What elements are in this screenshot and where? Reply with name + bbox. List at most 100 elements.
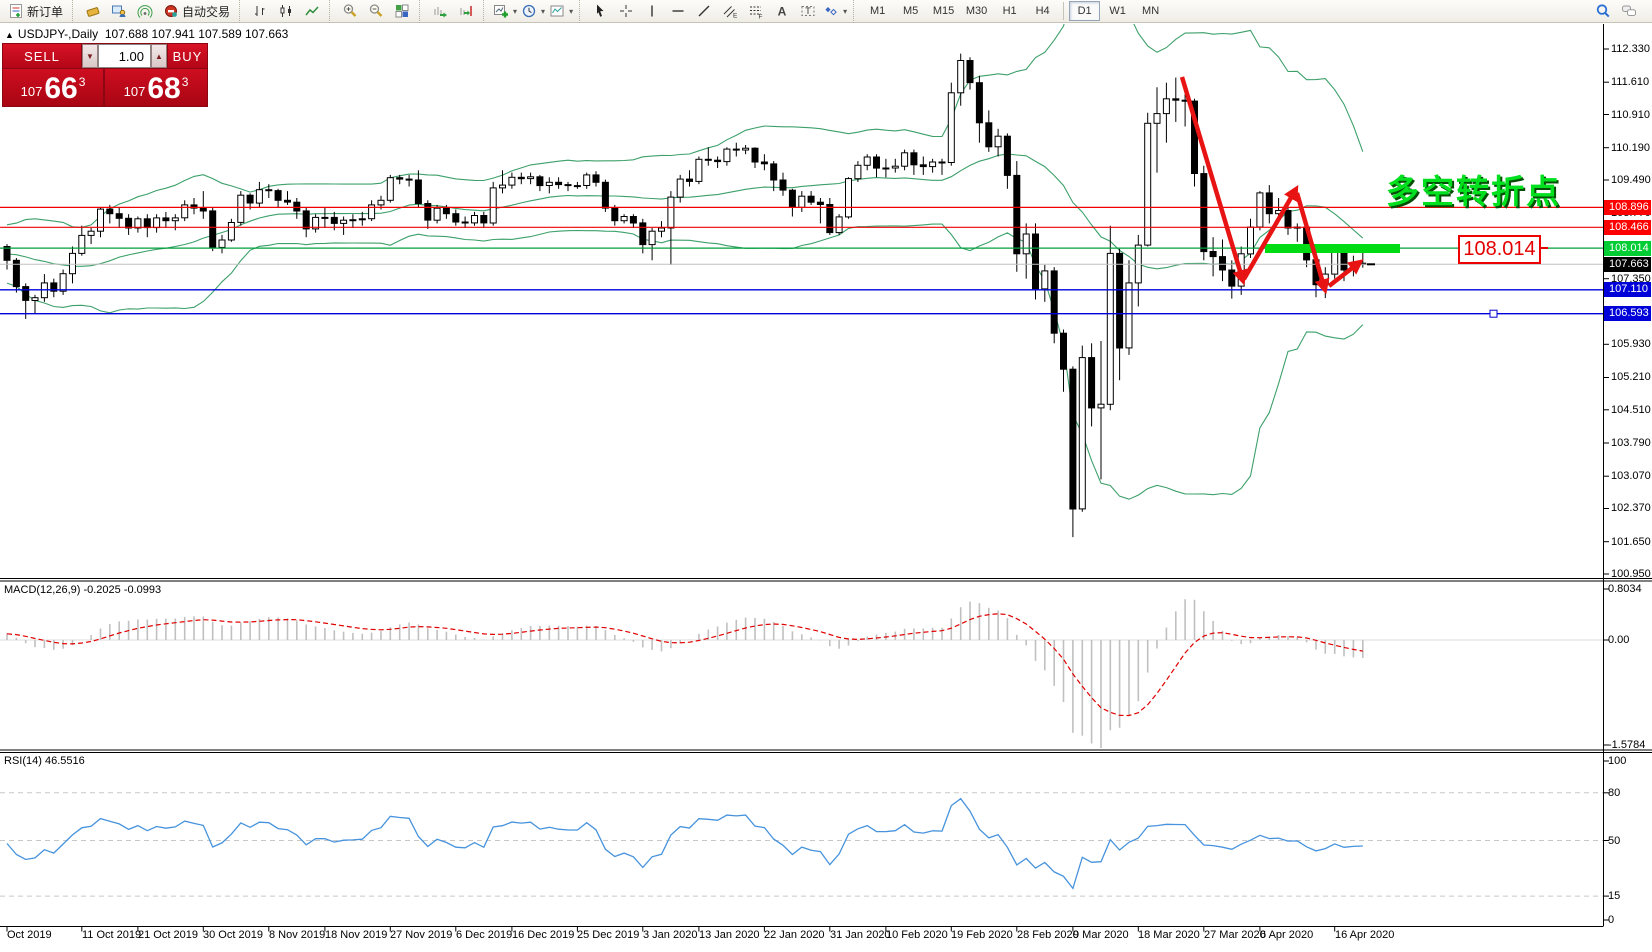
- price-label-box-last: 107.663: [1604, 257, 1651, 272]
- trendline-icon: [696, 3, 712, 19]
- date-tick: 19 Feb 2020: [951, 929, 1013, 941]
- rsi-line: [6, 797, 1363, 890]
- autotrade-button[interactable]: 自动交易: [158, 1, 235, 21]
- signal-icon[interactable]: [132, 1, 158, 21]
- date-tick: 30 Oct 2019: [203, 929, 263, 941]
- chart-shift-icon[interactable]: [453, 1, 479, 21]
- vertical-line-icon[interactable]: [639, 1, 665, 21]
- profile-charts-icon[interactable]: [80, 1, 106, 21]
- date-tick: 6 Apr 2020: [1260, 929, 1314, 941]
- bar-chart-icon: [252, 3, 268, 19]
- zoom-in-icon[interactable]: [337, 1, 363, 21]
- pane-borders: [0, 24, 1652, 927]
- sell-button[interactable]: SELL: [3, 44, 81, 68]
- line-chart-icon[interactable]: [299, 1, 325, 21]
- dropdown-arrow-icon[interactable]: ▾: [513, 6, 518, 16]
- fibonacci-icon[interactable]: F: [743, 1, 769, 21]
- sell-price[interactable]: 107 66 3: [3, 69, 103, 106]
- search-button[interactable]: [1590, 1, 1616, 21]
- support-zone-bar[interactable]: [1265, 244, 1400, 253]
- zoom-in-icon: [342, 3, 358, 19]
- line-handle: [1489, 309, 1498, 318]
- new-order-icon: [8, 3, 24, 19]
- price-label-box: 108.014: [1604, 241, 1651, 256]
- horizontal-price-lines[interactable]: [0, 206, 1603, 318]
- dropdown-arrow-icon[interactable]: ▾: [569, 6, 574, 16]
- rsi-axis-tick: 100: [1608, 755, 1627, 767]
- volume-decrease-button[interactable]: ▼: [82, 44, 98, 68]
- chat-button[interactable]: [1616, 1, 1642, 21]
- date-tick: 13 Jan 2020: [699, 929, 760, 941]
- date-tick: 8 Nov 2019: [269, 929, 326, 941]
- price-tick: 102.370: [1611, 502, 1651, 514]
- text-icon: A: [774, 3, 790, 19]
- date-tick: 27 Nov 2019: [390, 929, 453, 941]
- zoom-out-icon[interactable]: [363, 1, 389, 21]
- svg-text:T: T: [805, 6, 811, 16]
- timeframe-W1[interactable]: W1: [1109, 5, 1126, 17]
- candlestick-chart-icon[interactable]: [273, 1, 299, 21]
- axis-ticks: [6, 48, 1609, 932]
- macd-histogram: [6, 599, 1364, 748]
- panel-toggle-icon[interactable]: ▲: [5, 30, 14, 40]
- text-label-icon[interactable]: T: [795, 1, 821, 21]
- trendline-icon[interactable]: [691, 1, 717, 21]
- candlestick-chart-icon: [278, 3, 294, 19]
- timeframe-M1[interactable]: M1: [869, 5, 886, 17]
- timeframe-MN[interactable]: MN: [1142, 5, 1160, 17]
- bar-chart-icon[interactable]: [247, 1, 273, 21]
- market-watch-icon: [111, 3, 127, 19]
- tile-windows-icon[interactable]: [389, 1, 415, 21]
- dropdown-arrow-icon[interactable]: ▾: [541, 6, 546, 16]
- cursor-icon: [592, 3, 608, 19]
- date-tick: 16 Apr 2020: [1335, 929, 1395, 941]
- price-annotation-box[interactable]: 108.014: [1458, 235, 1541, 264]
- buy-price-figure: 107: [123, 84, 146, 99]
- timeframe-H4[interactable]: H4: [1035, 5, 1050, 17]
- toolbar-group: 新订单: [0, 0, 72, 23]
- price-tick: 105.210: [1611, 371, 1651, 383]
- timeframe-M30[interactable]: M30: [965, 5, 988, 17]
- market-watch-icon[interactable]: [106, 1, 132, 21]
- zoom-out-icon: [368, 3, 384, 19]
- timeframe-toolbar: M1 M5 M15 M30 H1 H4 D1 W1 MN: [853, 0, 1171, 23]
- toolbar-separator: [1063, 2, 1065, 20]
- cursor-icon[interactable]: [587, 1, 613, 21]
- date-tick: 25 Dec 2019: [577, 929, 640, 941]
- price-tick: 110.910: [1611, 109, 1650, 121]
- svg-text:A: A: [778, 5, 787, 19]
- channel-icon[interactable]: E: [717, 1, 743, 21]
- trend-arrows[interactable]: [1179, 76, 1364, 295]
- timeframe-M15[interactable]: M15: [932, 5, 955, 17]
- channel-icon: E: [722, 3, 738, 19]
- period-clock-icon[interactable]: ▾: [519, 1, 547, 21]
- crosshair-icon[interactable]: [613, 1, 639, 21]
- buy-price[interactable]: 107 68 3: [105, 69, 207, 106]
- new-order-button[interactable]: 新订单: [3, 1, 68, 21]
- chart-header: ▲ USDJPY-,Daily 107.688 107.941 107.589 1…: [5, 27, 288, 41]
- price-tick: 101.650: [1611, 536, 1651, 548]
- horizontal-line-icon: [670, 3, 686, 19]
- date-tick: 16 Dec 2019: [512, 929, 575, 941]
- volume-input[interactable]: [98, 44, 151, 68]
- rsi-axis-tick: 0: [1608, 914, 1615, 926]
- new-chart-icon[interactable]: ▾: [491, 1, 519, 21]
- price-tick: 100.950: [1611, 568, 1651, 580]
- timeframe-M5[interactable]: M5: [902, 5, 919, 17]
- crosshair-icon: [618, 3, 634, 19]
- buy-button[interactable]: BUY: [168, 44, 207, 68]
- price-tick: 103.070: [1611, 470, 1651, 482]
- timeframe-D1[interactable]: D1: [1069, 1, 1101, 21]
- auto-scroll-icon[interactable]: [427, 1, 453, 21]
- shapes-icon[interactable]: ▾: [821, 1, 849, 21]
- signal-icon: [137, 3, 153, 19]
- template-icon[interactable]: ▾: [547, 1, 575, 21]
- text-icon[interactable]: A: [769, 1, 795, 21]
- dropdown-arrow-icon[interactable]: ▾: [843, 6, 848, 16]
- volume-increase-button[interactable]: ▲: [151, 44, 167, 68]
- turning-point-annotation[interactable]: 多空转折点: [1386, 173, 1561, 210]
- horizontal-line-icon[interactable]: [665, 1, 691, 21]
- timeframe-H1[interactable]: H1: [1002, 5, 1017, 17]
